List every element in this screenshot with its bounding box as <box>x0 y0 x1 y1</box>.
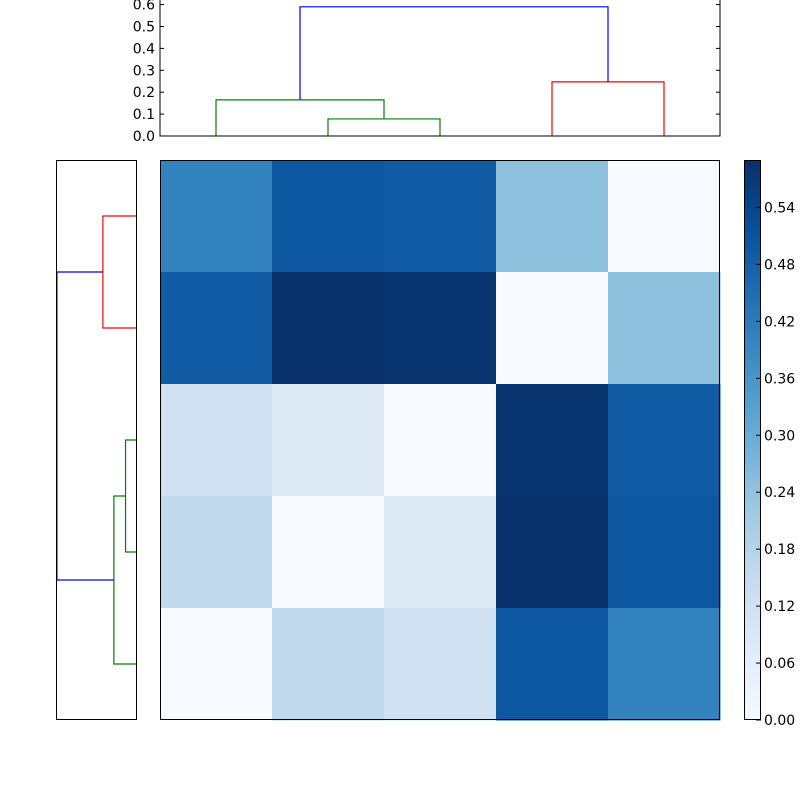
y-tick-label: 0.4 <box>133 41 155 57</box>
colorbar-tick-label: 0.30 <box>764 428 795 444</box>
figure: 0.00.10.20.30.40.50.6 0.000.060.120.180.… <box>0 0 800 800</box>
dendrogram-link <box>552 82 664 136</box>
colorbar-tick-label: 0.54 <box>764 200 795 216</box>
colorbar-tick-label: 0.18 <box>764 542 795 558</box>
heatmap-cell <box>160 608 273 721</box>
heatmap-cell <box>496 608 609 721</box>
colorbar-tick-label: 0.48 <box>764 257 795 273</box>
left-dendrogram-links <box>57 216 136 664</box>
dendrogram-link <box>57 272 114 580</box>
top-dendrogram: 0.0 0.1 0.2 0.3 0.4 0.5 0.6 <box>133 0 720 145</box>
heatmap-cell <box>160 160 273 273</box>
top-dendrogram-frame <box>160 0 720 136</box>
heatmap-cell <box>160 384 273 497</box>
colorbar-ticks: 0.00 0.06 0.12 0.18 0.24 0.30 0.36 0.42 0.48 0.54 <box>756 200 795 729</box>
y-tick-label: 0.3 <box>133 63 155 79</box>
y-tick-label: 0.5 <box>133 20 155 36</box>
heatmap-cell <box>384 496 497 609</box>
heatmap-cell <box>496 384 609 497</box>
left-dendrogram-frame <box>57 161 137 720</box>
heatmap-cell <box>608 384 721 497</box>
dendrogram-link <box>300 7 608 100</box>
top-dendrogram-links <box>216 7 664 136</box>
left-dendrogram <box>57 161 137 720</box>
colorbar-tick-label: 0.36 <box>764 371 795 387</box>
colorbar-tick-label: 0.12 <box>764 599 795 615</box>
heatmap-cells <box>160 160 721 721</box>
heatmap-cell <box>608 608 721 721</box>
heatmap-cell <box>384 608 497 721</box>
heatmap-cell <box>384 160 497 273</box>
heatmap-cell <box>272 384 385 497</box>
dendrogram-link <box>126 440 136 552</box>
y-tick-label: 0.2 <box>133 85 155 101</box>
colorbar-gradient <box>745 161 761 720</box>
heatmap-cell <box>496 272 609 385</box>
heatmap-cell <box>272 496 385 609</box>
colorbar: 0.00 0.06 0.12 0.18 0.24 0.30 0.36 0.42 0.48 0.54 <box>745 161 796 730</box>
colorbar-tick-label: 0.24 <box>764 485 795 501</box>
heatmap-cell <box>496 160 609 273</box>
heatmap-cell <box>160 272 273 385</box>
y-tick-label: 0.6 <box>133 0 155 14</box>
dendrogram-link <box>216 100 384 136</box>
distance-heatmap <box>160 160 721 721</box>
heatmap-cell <box>272 272 385 385</box>
y-tick-label: 0.1 <box>133 107 155 123</box>
heatmap-cell <box>160 496 273 609</box>
heatmap-cell <box>608 496 721 609</box>
dendrogram-link <box>103 216 136 328</box>
heatmap-cell <box>384 384 497 497</box>
heatmap-cell <box>272 608 385 721</box>
dendrogram-link <box>114 496 136 664</box>
dendrogram-link <box>328 119 440 136</box>
heatmap-cell <box>608 160 721 273</box>
colorbar-tick-label: 0.42 <box>764 314 795 330</box>
colorbar-tick-label: 0.06 <box>764 656 795 672</box>
top-dendrogram-y-axis: 0.0 0.1 0.2 0.3 0.4 0.5 0.6 <box>133 0 720 145</box>
colorbar-tick-label: 0.00 <box>764 713 795 729</box>
y-tick-label: 0.0 <box>133 129 155 145</box>
heatmap-cell <box>496 496 609 609</box>
heatmap-cell <box>608 272 721 385</box>
heatmap-cell <box>384 272 497 385</box>
heatmap-cell <box>272 160 385 273</box>
